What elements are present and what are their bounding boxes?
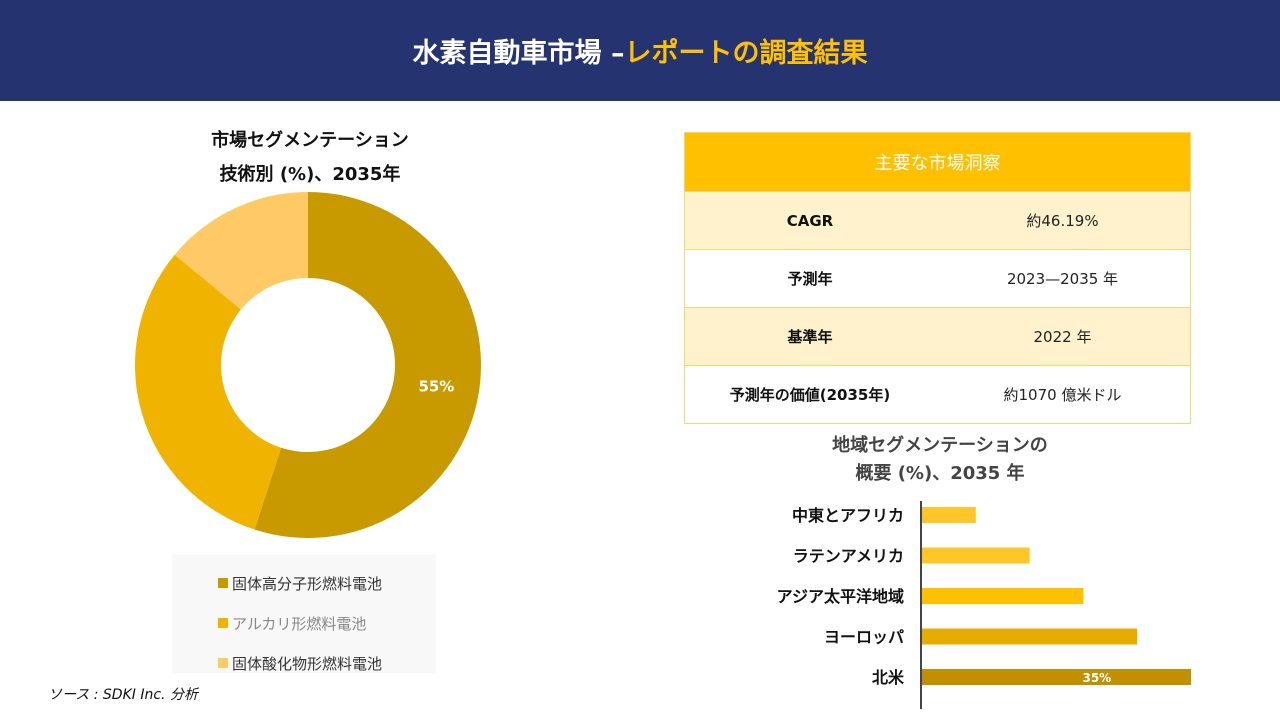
table-row: CAGR 約46.19% (685, 191, 1190, 249)
title-highlight: レポートの調査結果 (624, 38, 868, 69)
donut-slice (174, 192, 308, 310)
bar-title-line2: 概要 (%)、2035 年 (855, 463, 1025, 484)
row-key: CAGR (786, 211, 834, 230)
bar-category-label: 中東とアフリカ (792, 506, 904, 525)
bar (922, 669, 1191, 685)
donut-chart: 55% (135, 192, 481, 538)
bar (922, 628, 1138, 645)
bar-value-label: 35% (1082, 671, 1111, 685)
bar-category-label: ラテンアメリカ (793, 547, 904, 566)
row-key: 予測年の価値(2035年) (729, 386, 891, 404)
pie-title-line1: 市場セグメンテーション (211, 130, 409, 151)
insights-title: 主要な市場洞察 (685, 133, 1190, 191)
bar-category-label: 北米 (872, 668, 905, 687)
legend-item: 固体酸化物形燃料電池 (218, 643, 436, 683)
table-row: 予測年 2023—2035 年 (685, 249, 1190, 307)
pie-chart-title: 市場セグメンテーション 技術別 (%)、2035年 (140, 124, 480, 192)
legend-label: 固体高分子形燃料電池 (232, 574, 383, 593)
insights-table: 主要な市場洞察 CAGR 約46.19% 予測年 2023—2035 年 基準年 20… (684, 132, 1191, 424)
slice-label: 55% (418, 377, 454, 395)
bar (922, 507, 976, 523)
row-value: 約1070 億米ドル (1003, 386, 1122, 404)
title-main: 水素自動車市場 – (412, 38, 625, 69)
row-key: 予測年 (787, 270, 833, 288)
bar-category-label: アジア太平洋地域 (777, 587, 904, 606)
bar-title-line1: 地域セグメンテーションの (832, 435, 1048, 456)
legend-item: アルカリ形燃料電池 (218, 603, 436, 643)
table-row: 予測年の価値(2035年) 約1070 億米ドル (685, 365, 1190, 423)
bar (922, 547, 1030, 564)
row-value: 2023—2035 年 (1006, 270, 1119, 288)
pie-legend: 固体高分子形燃料電池 アルカリ形燃料電池 固体酸化物形燃料電池 (172, 555, 436, 673)
row-key: 基準年 (787, 328, 833, 346)
row-value: 約46.19% (1026, 212, 1099, 230)
donut-slice (254, 192, 481, 538)
donut-slice (135, 254, 282, 530)
legend-label: アルカリ形燃料電池 (232, 614, 367, 633)
legend-item: 固体高分子形燃料電池 (218, 563, 436, 603)
row-value: 2022 年 (1033, 328, 1092, 346)
legend-swatch (218, 618, 228, 628)
legend-swatch (218, 578, 228, 588)
table-row: 基準年 2022 年 (685, 307, 1190, 365)
page-header: 水素自動車市場 – レポートの調査結果 (0, 0, 1280, 101)
legend-label: 固体酸化物形燃料電池 (232, 654, 383, 673)
legend-swatch (218, 658, 228, 668)
bar-category-label: ヨーロッパ (824, 628, 904, 647)
pie-title-line2: 技術別 (%)、2035年 (219, 164, 401, 185)
bar-chart-title: 地域セグメンテーションの 概要 (%)、2035 年 (760, 432, 1120, 488)
bar (922, 588, 1084, 604)
source-note: ソース : SDKI Inc. 分析 (48, 687, 198, 703)
